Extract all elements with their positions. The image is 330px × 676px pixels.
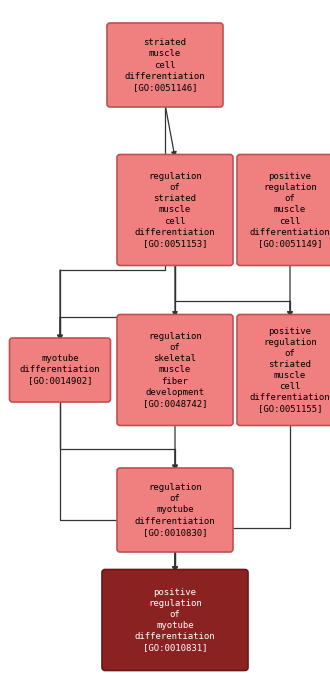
FancyBboxPatch shape [117, 468, 233, 552]
FancyBboxPatch shape [237, 155, 330, 266]
Text: positive
regulation
of
striated
muscle
cell
differentiation
[GO:0051155]: positive regulation of striated muscle c… [250, 327, 330, 413]
Text: myotube
differentiation
[GO:0014902]: myotube differentiation [GO:0014902] [20, 354, 100, 385]
Text: regulation
of
striated
muscle
cell
differentiation
[GO:0051153]: regulation of striated muscle cell diffe… [135, 172, 215, 248]
FancyBboxPatch shape [117, 155, 233, 266]
FancyBboxPatch shape [117, 314, 233, 425]
Text: regulation
of
skeletal
muscle
fiber
development
[GO:0048742]: regulation of skeletal muscle fiber deve… [143, 332, 207, 408]
FancyBboxPatch shape [102, 569, 248, 671]
Text: regulation
of
myotube
differentiation
[GO:0010830]: regulation of myotube differentiation [G… [135, 483, 215, 537]
Text: positive
regulation
of
myotube
differentiation
[GO:0010831]: positive regulation of myotube different… [135, 587, 215, 652]
Text: striated
muscle
cell
differentiation
[GO:0051146]: striated muscle cell differentiation [GO… [125, 39, 205, 92]
Text: positive
regulation
of
muscle
cell
differentiation
[GO:0051149]: positive regulation of muscle cell diffe… [250, 172, 330, 248]
FancyBboxPatch shape [107, 23, 223, 107]
FancyBboxPatch shape [237, 314, 330, 425]
FancyBboxPatch shape [10, 338, 111, 402]
